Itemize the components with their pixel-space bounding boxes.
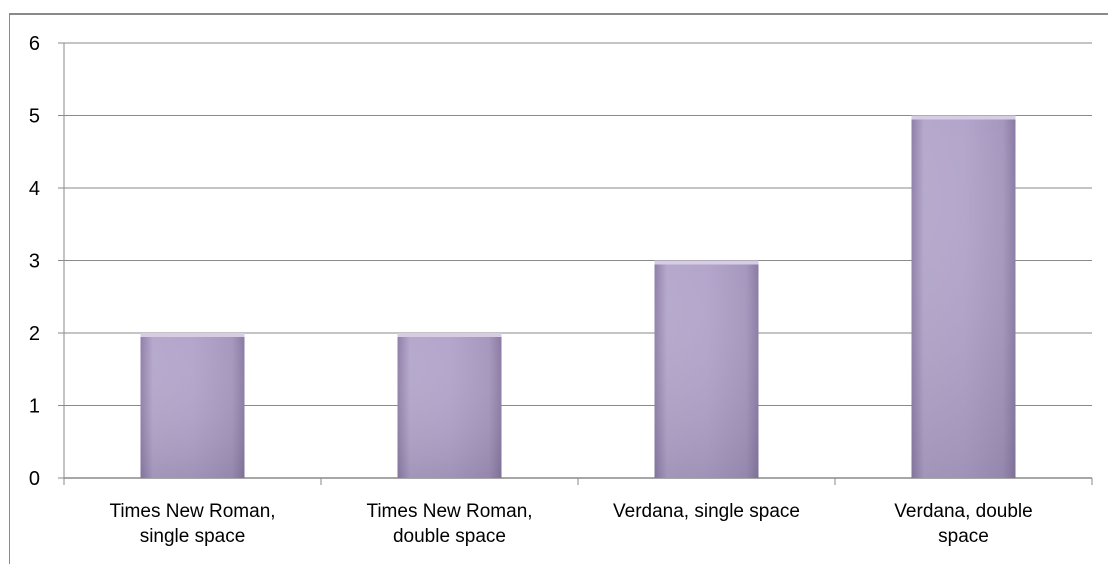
x-category-label: single space <box>140 526 246 547</box>
x-category-label: space <box>938 526 989 547</box>
y-tick-label: 2 <box>29 323 40 345</box>
y-tick-label: 1 <box>29 396 40 418</box>
bar <box>140 333 245 478</box>
bars <box>140 115 1016 478</box>
bar-top-highlight <box>140 333 245 337</box>
bar-shade <box>397 333 502 478</box>
bar-top-highlight <box>911 115 1016 120</box>
x-category-labels: Times New Roman, single space Times New Ro… <box>109 501 1032 547</box>
x-category-label: Verdana, double <box>894 501 1032 522</box>
bar <box>397 333 502 478</box>
bar <box>911 115 1016 478</box>
y-tick-label: 4 <box>29 178 40 200</box>
bar-shade <box>654 260 759 478</box>
bar-top-highlight <box>397 333 502 337</box>
bar-shade <box>911 115 1016 478</box>
bar <box>654 260 759 478</box>
y-tick-label: 0 <box>29 468 40 490</box>
chart-frame <box>9 13 1108 564</box>
y-tick-label: 5 <box>29 106 40 128</box>
y-tick-labels: 0 1 2 3 4 5 6 <box>29 33 40 490</box>
bar-shade <box>140 333 245 478</box>
y-tick-label: 6 <box>29 33 40 55</box>
x-category-label: double space <box>393 526 506 547</box>
x-category-label: Times New Roman, <box>109 501 275 522</box>
y-tick-label: 3 <box>29 251 40 273</box>
x-category-label: Times New Roman, <box>366 501 532 522</box>
bar-top-highlight <box>654 260 759 265</box>
x-category-label: Verdana, single space <box>613 501 800 522</box>
